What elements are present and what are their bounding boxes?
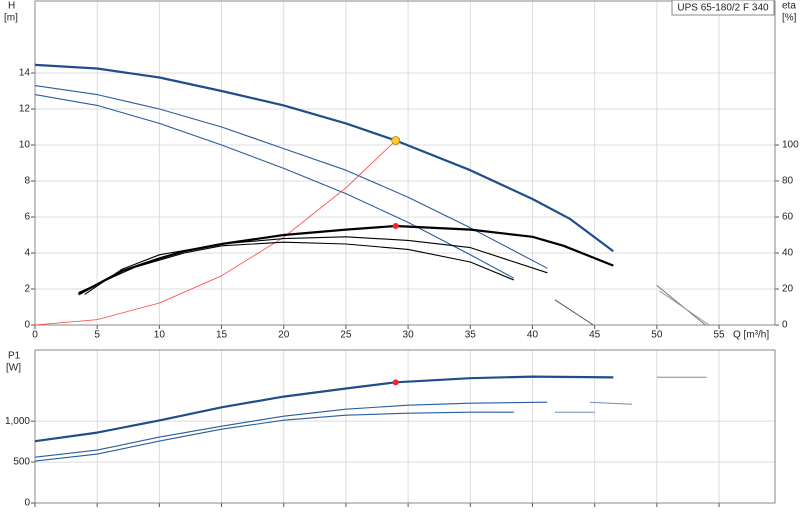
x-tick-label: 45: [589, 330, 601, 341]
curve: [34, 411, 514, 462]
plot-frame: [34, 0, 776, 326]
x-tick-label: 30: [403, 330, 415, 341]
curve: [659, 290, 710, 326]
y-tick-label: 2: [24, 284, 30, 295]
x-tick-label: 20: [278, 330, 290, 341]
duty-point: [392, 223, 399, 229]
curve: [34, 85, 548, 269]
y-tick-label: 500: [13, 457, 30, 468]
x-tick-label: 0: [32, 330, 38, 341]
y-label: P1: [8, 351, 21, 362]
y2-tick-label: 80: [782, 176, 794, 187]
x-tick-label: 40: [527, 330, 539, 341]
duty-point: [391, 136, 401, 145]
curve: [84, 236, 548, 295]
annotation: UPS 65-180/2 F 340: [677, 3, 769, 14]
curve: [78, 241, 515, 294]
y-tick-label: 6: [24, 212, 30, 223]
y-tick-label: 4: [24, 248, 30, 259]
y2-tick-label: 100: [782, 140, 799, 151]
x-label: Q [m³/h]: [733, 330, 769, 341]
duty-point: [392, 379, 399, 386]
x-tick-label: 5: [94, 330, 100, 341]
x-tick-label: 55: [713, 330, 725, 341]
y2-tick-label: 20: [782, 284, 794, 295]
curve: [589, 401, 633, 405]
curve: [34, 94, 515, 279]
y-tick-label: 0: [24, 498, 30, 509]
y-tick-label: 0: [24, 320, 30, 331]
curve: [34, 140, 396, 326]
curve: [554, 299, 594, 326]
y-tick-label: 12: [19, 104, 31, 115]
y2-unit: [%]: [782, 13, 797, 24]
plot-frame: [34, 349, 776, 504]
curve: [34, 375, 614, 443]
y-label: H: [8, 1, 15, 12]
y-unit: [W]: [6, 363, 21, 374]
y-tick-label: 8: [24, 176, 30, 187]
x-tick-label: 25: [340, 330, 352, 341]
y-tick-label: 1,000: [5, 416, 30, 427]
y-tick-label: 10: [19, 140, 31, 151]
y2-tick-label: 40: [782, 248, 794, 259]
y2-tick-label: 60: [782, 212, 794, 223]
y2-tick-label: 0: [782, 320, 788, 331]
curve: [77, 224, 614, 296]
x-tick-label: 50: [651, 330, 663, 341]
y-unit: [m]: [4, 13, 18, 24]
curve: [34, 401, 548, 458]
annotation-box: [671, 0, 775, 16]
y-tick-label: 14: [19, 68, 31, 79]
x-tick-label: 10: [154, 330, 166, 341]
curve: [34, 63, 614, 253]
x-tick-label: 15: [216, 330, 228, 341]
x-tick-label: 35: [465, 330, 477, 341]
y2-label: eta: [782, 1, 796, 12]
